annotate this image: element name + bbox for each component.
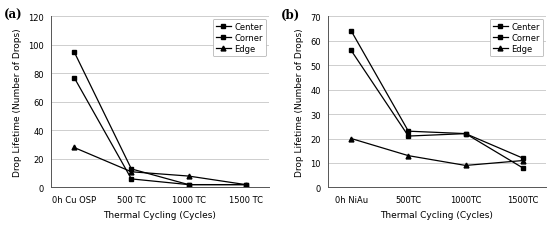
Line: Edge: Edge bbox=[71, 146, 248, 187]
Corner bbox=[243, 183, 249, 186]
Line: Center: Center bbox=[348, 29, 525, 161]
Line: Edge: Edge bbox=[348, 136, 525, 168]
X-axis label: Thermal Cycling (Cycles): Thermal Cycling (Cycles) bbox=[381, 210, 494, 219]
Line: Center: Center bbox=[71, 50, 248, 187]
Center bbox=[348, 30, 355, 33]
Edge bbox=[405, 155, 412, 157]
Corner bbox=[348, 50, 355, 52]
Legend: Center, Corner, Edge: Center, Corner, Edge bbox=[490, 20, 543, 57]
Center bbox=[520, 157, 526, 160]
Edge bbox=[185, 175, 192, 178]
Y-axis label: Drop Lifetime (Number of Drops): Drop Lifetime (Number of Drops) bbox=[13, 28, 22, 176]
Legend: Center, Corner, Edge: Center, Corner, Edge bbox=[213, 20, 266, 57]
Corner bbox=[462, 133, 469, 135]
Center bbox=[405, 130, 412, 133]
Corner bbox=[405, 135, 412, 138]
Edge bbox=[128, 171, 135, 173]
Center bbox=[185, 183, 192, 186]
Text: (b): (b) bbox=[280, 8, 300, 21]
Edge bbox=[243, 183, 249, 186]
Center bbox=[71, 51, 78, 54]
Line: Corner: Corner bbox=[71, 76, 248, 187]
Edge bbox=[71, 146, 78, 149]
Text: (a): (a) bbox=[3, 8, 22, 21]
Line: Corner: Corner bbox=[348, 49, 525, 170]
Edge bbox=[520, 160, 526, 162]
Corner bbox=[71, 77, 78, 79]
Center bbox=[243, 183, 249, 186]
Corner bbox=[128, 178, 135, 180]
X-axis label: Thermal Cycling (Cycles): Thermal Cycling (Cycles) bbox=[104, 210, 217, 219]
Center bbox=[462, 133, 469, 135]
Y-axis label: Drop Lifetime (Number of Drops): Drop Lifetime (Number of Drops) bbox=[295, 28, 305, 176]
Edge bbox=[348, 138, 355, 140]
Corner bbox=[185, 183, 192, 186]
Corner bbox=[520, 167, 526, 170]
Center bbox=[128, 168, 135, 170]
Edge bbox=[462, 164, 469, 167]
